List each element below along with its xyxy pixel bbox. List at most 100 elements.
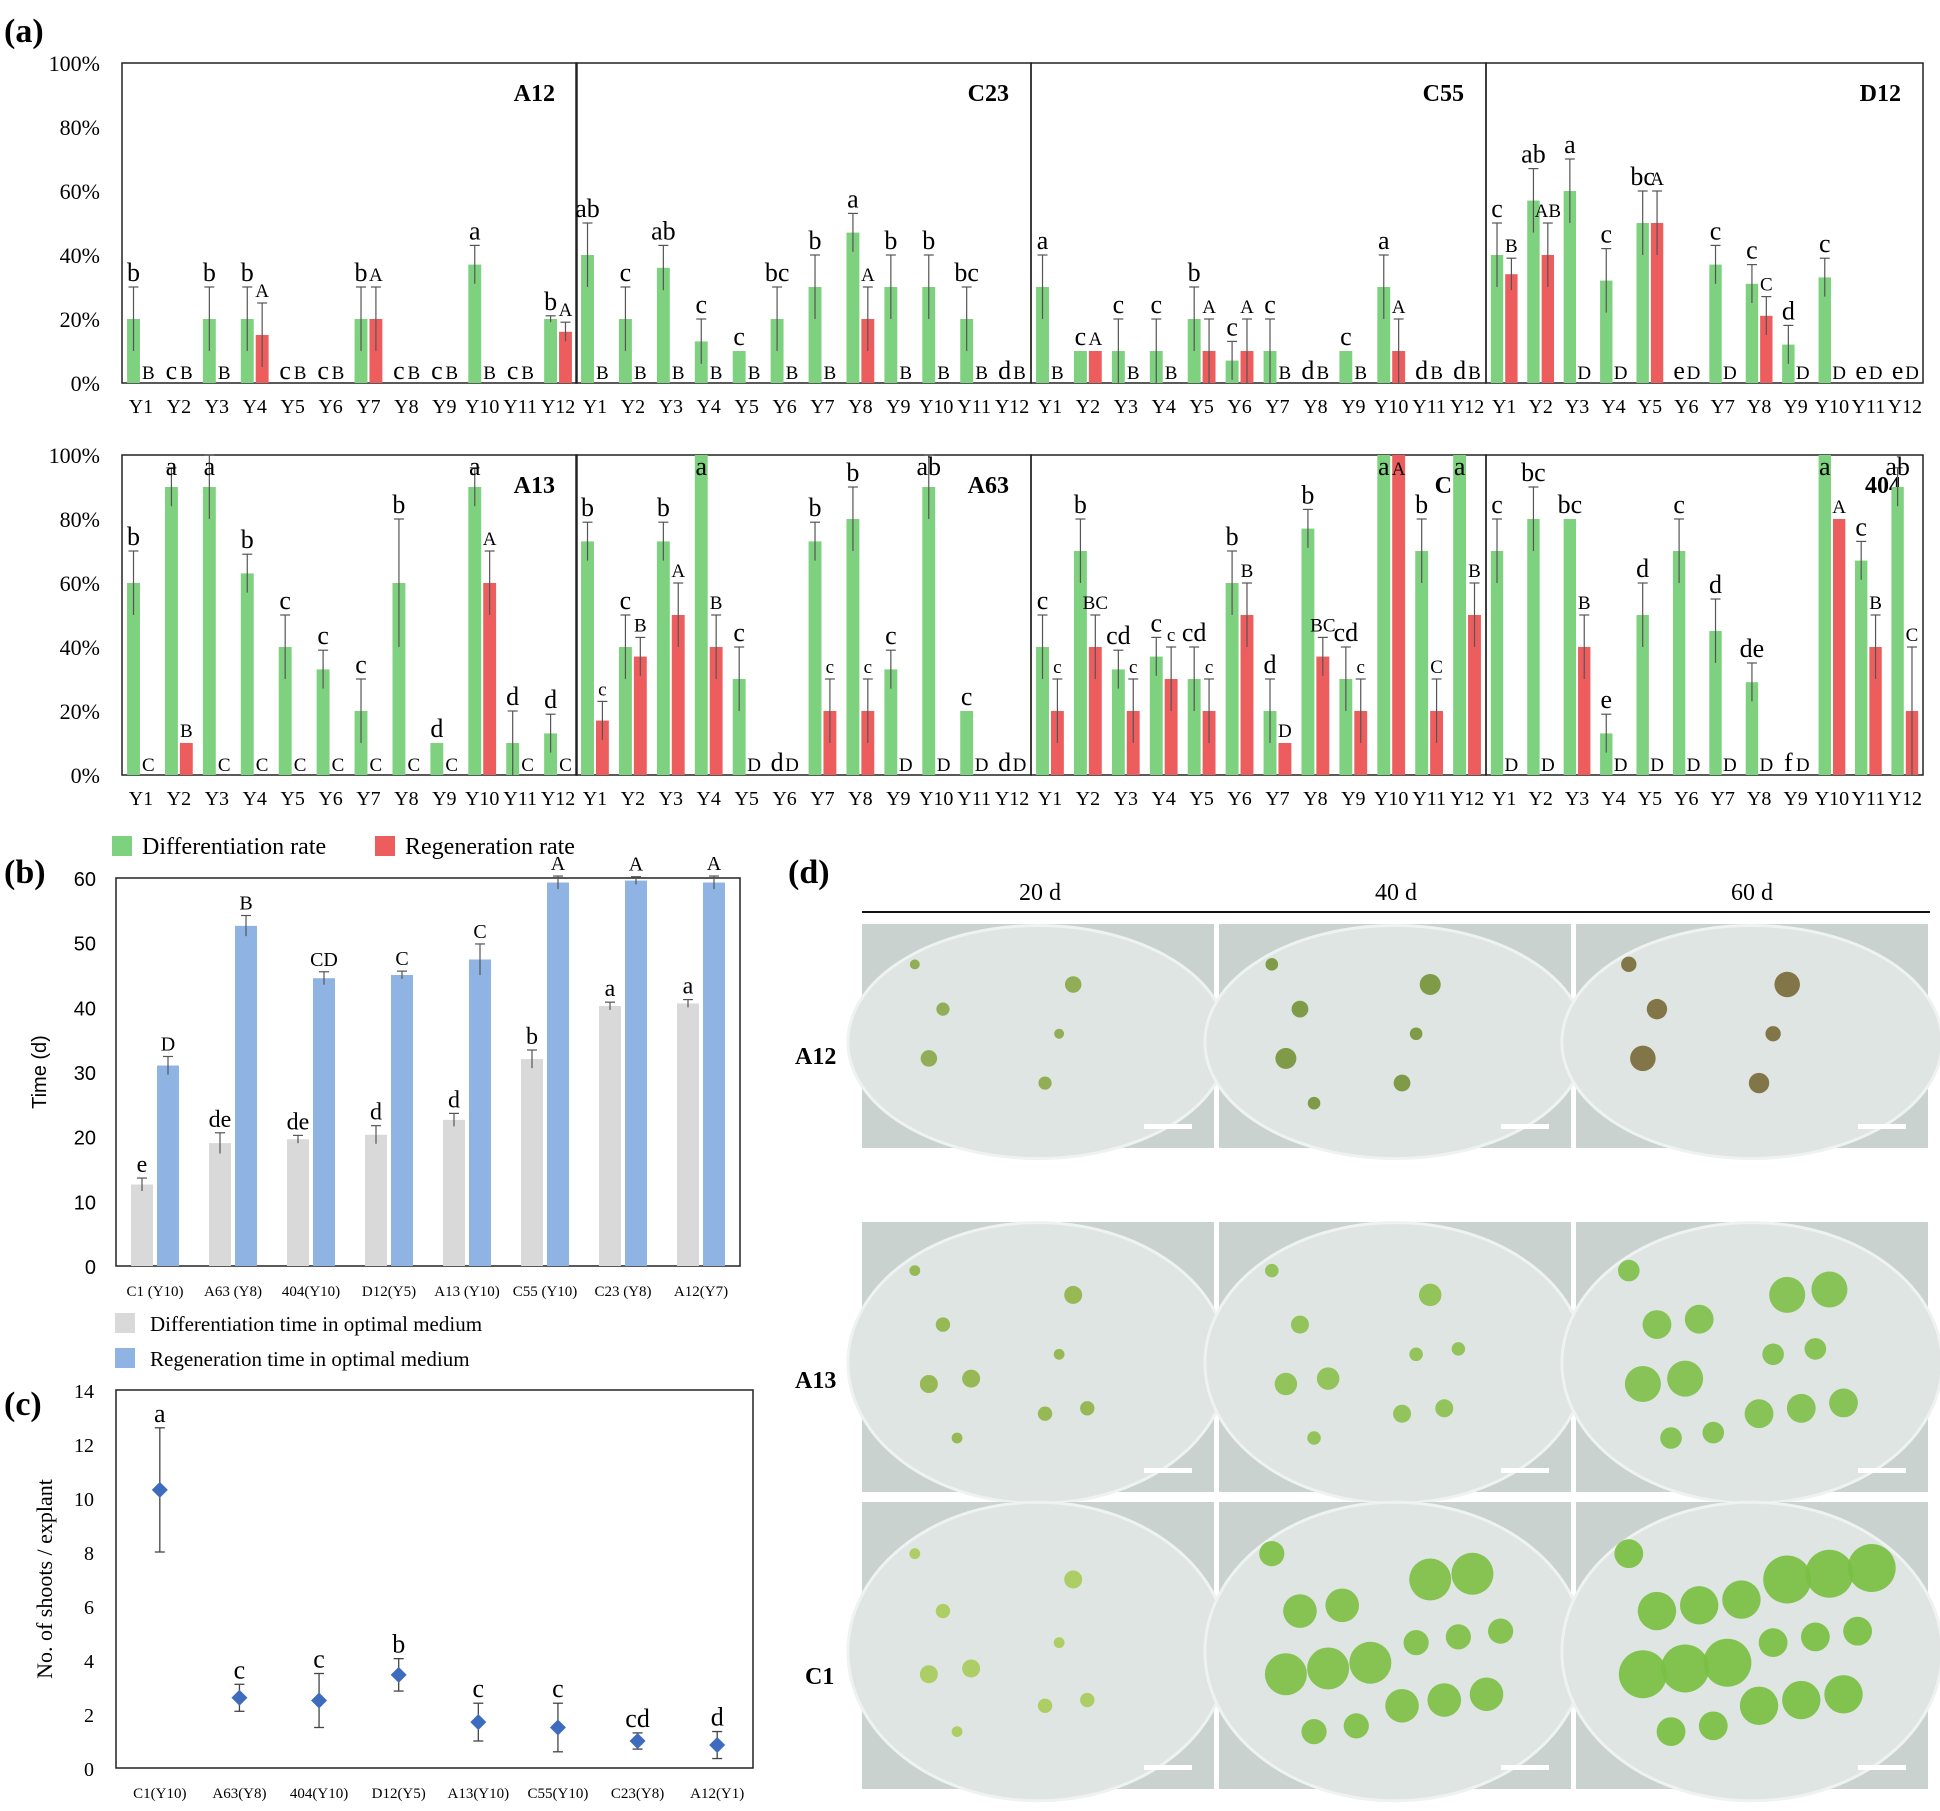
explant [919,1375,938,1393]
c-point [709,1737,726,1754]
a-bar [808,541,822,775]
explant [935,1603,951,1619]
a-xtick-label: Y9 [1341,788,1365,810]
explant [1064,976,1082,993]
a-sig-label: B [218,363,231,384]
a-sig-label: A [671,561,685,582]
a-subchart-title: A13 [514,473,555,499]
a-bar [922,287,936,383]
a-sig-label: b [127,522,140,551]
a-bar [164,487,178,775]
c-sig-label: c [234,1655,246,1684]
a-xtick-label: Y7 [810,396,834,418]
a-sig-label: c [695,290,707,319]
a-xtick-label: Y8 [848,788,872,810]
scale-bar [1144,1765,1192,1770]
explant [1291,1000,1309,1018]
a-bar [1600,733,1613,775]
a-xtick-label: Y10 [919,788,953,810]
a-sig-label: c [166,356,178,385]
explant [1393,1074,1411,1092]
panel-label-c: (c) [4,1386,42,1423]
explant [1811,1271,1848,1308]
b-sig-label: de [287,1109,310,1135]
a-xtick-label: Y9 [1341,396,1365,418]
a-xtick-label: Y7 [356,396,380,418]
scale-bar [1144,1468,1192,1473]
a-ytick-label: 100% [49,443,100,468]
a-bar [709,647,723,775]
a-xtick-label: Y5 [734,788,758,810]
a-sig-label: C [332,755,345,776]
c-ytick-label: 14 [74,1381,94,1403]
a-xtick-label: Y2 [1076,788,1100,810]
c-xtick-label: A63(Y8) [212,1786,266,1802]
a-bar [1709,631,1722,775]
c-ylabel: No. of shoots / explant [32,1479,57,1679]
a-bar [1760,315,1773,383]
a-xtick-label: Y1 [583,788,607,810]
a-xtick-label: Y2 [1076,396,1100,418]
a-sig-label: cd [1334,618,1359,647]
explant [1829,1388,1858,1418]
explant [1748,1072,1770,1094]
a-subchart-frame [1485,454,1924,776]
a-xtick-label: Y2 [621,396,645,418]
explant [909,959,920,970]
a-ytick-label: 40% [60,243,100,268]
a-bar [1301,528,1315,775]
petri-dish [1203,1221,1587,1505]
legend-b-regeneration: Regeneration time in optimal medium [150,1347,470,1371]
a-bar [581,255,594,383]
c-point [151,1481,168,1498]
a-sig-label: B [1578,593,1591,614]
a-bar [1709,264,1722,383]
a-sig-label: D [785,755,799,776]
a-sig-label: B [407,363,420,384]
a-xtick-label: Y8 [1303,788,1327,810]
a-bar [240,573,254,775]
a-xtick-label: Y11 [957,396,991,418]
a-xtick-label: Y6 [772,396,796,418]
photo-cell [846,924,1230,1160]
c-sig-label: a [154,1399,166,1428]
a-xtick-label: Y2 [1528,788,1552,810]
a-xtick-label: Y8 [1303,396,1327,418]
panel-d-photos: 20 d 40 d 60 d A12 A13 C1 [795,880,1940,1803]
a-sig-label: c [1746,236,1758,265]
legend-a-differentiation: Differentiation rate [142,834,326,860]
a-sig-label: c [1037,586,1049,615]
a-sig-label: C [407,755,420,776]
b-xtick-label: C1 (Y10) [126,1284,183,1300]
a-bar [1073,351,1087,383]
b-bar [625,880,647,1266]
a-xtick-label: Y3 [659,788,683,810]
a-sig-label: a [1378,452,1390,481]
explant [1418,1283,1442,1307]
a-sig-label: B [1505,236,1518,257]
a-bar [1745,682,1759,775]
a-bar [468,264,482,383]
a-sig-label: D [1687,363,1701,384]
b-sig-label: D [161,1033,175,1055]
b-xtick-label: A63 (Y8) [204,1284,262,1300]
a-sig-label: D [1541,755,1555,776]
c-xtick-label: A12(Y1) [690,1786,744,1802]
a-sig-label: A [1650,169,1664,190]
panel-label-a: (a) [4,13,44,50]
explant [1618,1650,1667,1699]
photo-cell [1560,924,1940,1160]
a-sig-label: c [961,682,973,711]
a-subchart-title: C23 [968,81,1009,107]
b-xtick-label: A13 (Y10) [434,1284,499,1300]
explant [1385,1688,1419,1723]
a-sig-label: B [1165,363,1178,384]
explant [1343,1713,1369,1739]
explant [1409,1347,1423,1362]
a-xtick-label: Y2 [167,788,191,810]
a-sig-label: c [1673,490,1685,519]
a-xtick-label: Y12 [1888,788,1922,810]
a-sig-label: c [733,618,745,647]
explant [1630,1045,1656,1072]
a-sig-label: d [1636,554,1649,583]
